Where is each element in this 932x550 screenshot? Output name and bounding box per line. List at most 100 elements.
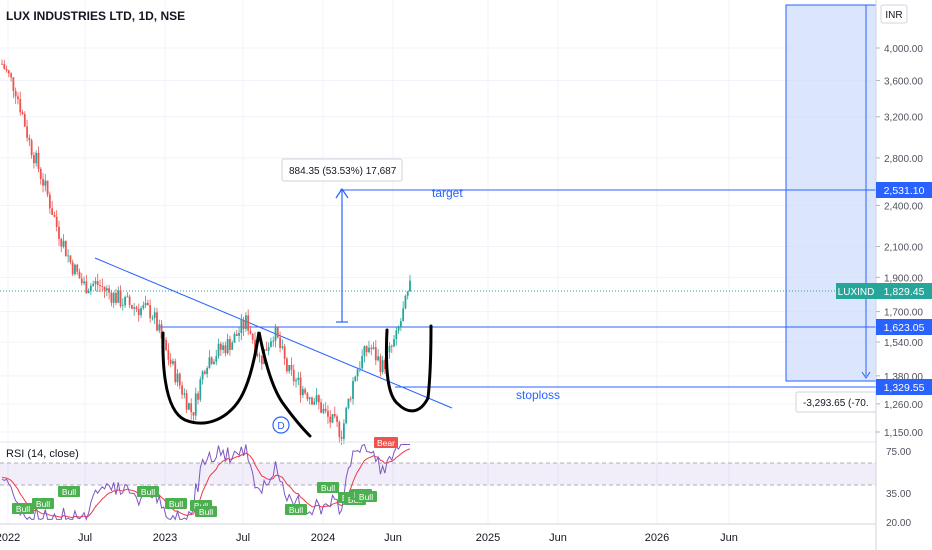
candle-body	[160, 324, 163, 339]
candle-body	[406, 291, 409, 296]
rsi-tick-label: 20.00	[886, 518, 911, 529]
bull-badge[interactable]	[285, 504, 307, 515]
y-tick-label: 3,200.00	[884, 113, 923, 124]
candle-body	[402, 308, 405, 322]
candle-body	[188, 403, 190, 410]
y-tick-label: 1,540.00	[884, 338, 923, 349]
rsi-axis-ticks: 75.00 35.00 20.00	[886, 447, 911, 529]
rsi-line	[1, 443, 410, 521]
last-price-tag-text: 1,829.45	[884, 286, 925, 298]
candle-body	[324, 408, 327, 411]
price-axis-bg	[876, 0, 932, 550]
candle-body	[274, 326, 277, 341]
candle-body	[181, 385, 183, 395]
bull-badge[interactable]	[355, 491, 377, 502]
rsi-tick-label: 75.00	[886, 447, 911, 458]
candle-body	[213, 361, 215, 365]
candle-body	[361, 356, 364, 369]
candle-body	[365, 346, 368, 353]
candle-body	[409, 280, 411, 292]
candle-body	[347, 398, 350, 408]
candle-body	[21, 112, 24, 114]
bull-badge[interactable]	[12, 503, 34, 514]
candle-body	[89, 285, 92, 291]
bull-badge[interactable]	[137, 486, 159, 497]
y-tick-label: 2,400.00	[884, 201, 923, 212]
candle-body	[358, 368, 361, 370]
candle-body	[313, 401, 316, 405]
bull-badge-label: Bull	[36, 499, 50, 509]
projection-arrow-head	[861, 371, 871, 379]
candle-body	[363, 346, 366, 357]
candle-body	[260, 355, 263, 365]
bull-badge[interactable]	[317, 482, 339, 493]
bull-badge-label: Bull	[62, 487, 76, 497]
bull-badge[interactable]	[165, 498, 187, 509]
candle-body	[94, 281, 97, 284]
bull-badge-label: Bull	[16, 504, 30, 514]
candle-body	[135, 307, 138, 310]
candle-body	[235, 334, 238, 336]
candle-body	[23, 113, 26, 127]
bull-badge[interactable]	[32, 498, 54, 509]
candle-body	[327, 410, 329, 417]
candle-body	[178, 373, 181, 386]
candle-body	[176, 373, 179, 383]
bull-badge[interactable]	[195, 506, 217, 517]
x-tick-label: Jun	[384, 532, 402, 544]
candle-body	[342, 423, 345, 439]
candle-body	[137, 309, 140, 316]
x-tick-label: Jun	[549, 532, 567, 544]
stoploss-price-tag[interactable]	[876, 379, 932, 395]
y-tick-label: 2,100.00	[884, 242, 923, 253]
y-tick-label: 1,150.00	[884, 428, 923, 439]
bear-badge-label: Bear	[377, 438, 395, 448]
bear-badge[interactable]	[374, 437, 398, 448]
candle-body	[349, 398, 352, 400]
candle-body	[190, 403, 193, 413]
last-price-tag[interactable]	[876, 283, 932, 299]
neckline-price-tag[interactable]	[876, 319, 932, 335]
candle-body	[12, 77, 15, 91]
cup-handle-drawing	[384, 324, 433, 413]
d-marker[interactable]	[272, 416, 290, 434]
trendline[interactable]	[94, 257, 453, 409]
time-axis-ticks: 2022 Jul 2023 Jul 2024 Jun 2025 Jun 2026 Jun	[0, 532, 738, 544]
bull-badge-label: Bull	[169, 499, 183, 509]
candle-body	[60, 238, 63, 247]
target-price-tag[interactable]	[876, 182, 932, 198]
candle-body	[368, 347, 370, 353]
candle-body	[317, 395, 320, 403]
inverse-head-shoulders-drawing	[161, 331, 312, 438]
candle-body	[208, 357, 211, 369]
candle-body	[299, 377, 302, 396]
d-marker-label: D	[277, 421, 284, 432]
y-tick-label: 1,700.00	[884, 308, 923, 319]
y-tick-label: 4,000.00	[884, 44, 923, 55]
bull-badge[interactable]	[58, 486, 80, 497]
candle-body	[99, 285, 101, 286]
candle-body	[165, 340, 168, 351]
candle-body	[304, 389, 307, 394]
candle-body	[105, 288, 108, 291]
projection-box[interactable]	[785, 4, 877, 382]
candle-body	[229, 338, 231, 350]
candle-body	[215, 356, 218, 362]
candle-body	[87, 290, 90, 294]
hand-drawn-pattern	[161, 324, 433, 438]
candle-body	[354, 376, 357, 382]
ticker-tag[interactable]	[836, 283, 876, 299]
candle-body	[183, 393, 186, 395]
candle-body	[233, 334, 236, 343]
candle-body	[340, 436, 343, 439]
candle-body	[210, 357, 213, 365]
currency-box[interactable]	[880, 4, 908, 24]
candle-body	[377, 356, 379, 361]
candle-body	[85, 281, 88, 294]
candle-body	[174, 361, 177, 383]
candle-body	[397, 327, 400, 331]
candle-body	[167, 350, 170, 360]
candle-body	[133, 307, 136, 309]
